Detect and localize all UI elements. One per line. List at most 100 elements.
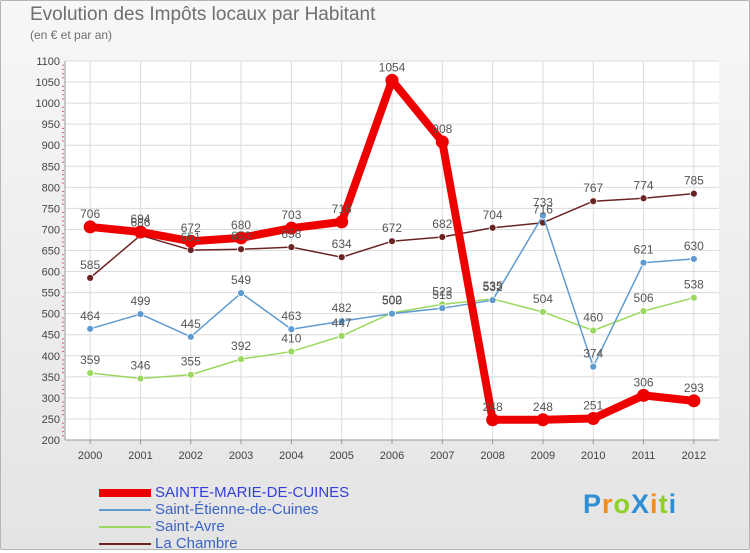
data-label: 482 <box>332 301 352 315</box>
data-label: 716 <box>533 203 553 217</box>
data-point <box>234 231 248 245</box>
legend-swatch <box>99 543 151 545</box>
data-point <box>586 412 600 426</box>
data-point <box>136 374 145 383</box>
data-label: 767 <box>583 181 603 195</box>
x-tick-label: 2008 <box>480 450 504 462</box>
data-label: 346 <box>130 359 150 373</box>
x-tick-label: 2001 <box>128 450 152 462</box>
data-label: 694 <box>130 212 150 226</box>
data-point <box>687 394 701 408</box>
data-label: 463 <box>281 309 301 323</box>
data-label: 704 <box>483 208 503 222</box>
x-tick-label: 2007 <box>430 450 454 462</box>
legend-swatch <box>99 526 151 528</box>
logo-letter: X <box>631 489 651 519</box>
y-tick-label: 600 <box>42 267 60 279</box>
data-label: 248 <box>533 400 553 414</box>
data-label: 464 <box>80 309 100 323</box>
data-label: 718 <box>332 202 352 216</box>
data-point <box>86 324 95 333</box>
data-point <box>184 234 198 248</box>
data-point <box>86 273 95 282</box>
data-label: 293 <box>684 381 704 395</box>
data-label: 908 <box>432 122 452 136</box>
data-label: 499 <box>130 294 150 308</box>
y-tick-label: 900 <box>42 140 60 152</box>
y-tick-label: 500 <box>42 309 60 321</box>
data-label: 504 <box>533 292 553 306</box>
y-tick-label: 750 <box>42 203 60 215</box>
x-tick-label: 2012 <box>682 450 706 462</box>
y-tick-label: 800 <box>42 182 60 194</box>
data-label: 248 <box>483 400 503 414</box>
data-point <box>639 194 648 203</box>
y-tick-label: 550 <box>42 288 60 300</box>
data-label: 706 <box>80 207 100 221</box>
y-tick-label: 850 <box>42 161 60 173</box>
data-label: 502 <box>382 293 402 307</box>
x-tick-label: 2006 <box>380 450 404 462</box>
logo-letter: i <box>650 489 659 519</box>
data-label: 682 <box>432 217 452 231</box>
data-label: 658 <box>281 227 301 241</box>
x-tick-label: 2003 <box>229 450 253 462</box>
data-point <box>385 73 399 87</box>
x-tick-label: 2010 <box>581 450 605 462</box>
data-point <box>539 308 547 316</box>
logo-letter: o <box>613 489 632 519</box>
data-label: 549 <box>231 273 251 287</box>
x-tick-label: 2000 <box>78 450 102 462</box>
y-tick-label: 1100 <box>36 56 60 68</box>
data-point <box>438 233 447 241</box>
y-tick-label: 700 <box>42 224 60 236</box>
data-point <box>237 245 245 254</box>
data-label: 653 <box>231 229 251 243</box>
data-label: 634 <box>332 237 352 251</box>
data-point <box>136 310 145 318</box>
y-tick-label: 650 <box>42 246 60 258</box>
data-point <box>637 388 651 402</box>
data-point <box>536 413 550 427</box>
data-label: 355 <box>181 355 201 369</box>
chart-title: Evolution des Impôts locaux par Habitant <box>30 4 376 25</box>
y-tick-label: 250 <box>42 414 60 426</box>
data-point <box>589 197 598 206</box>
y-tick-label: 350 <box>42 372 60 384</box>
logo-letter: r <box>602 489 614 519</box>
data-point <box>237 355 245 364</box>
chart-subtitle: (en € et par an) <box>30 28 113 42</box>
legend-label: SAINTE-MARIE-DE-CUINES <box>155 484 350 501</box>
data-label: 392 <box>231 339 251 353</box>
x-tick-label: 2009 <box>531 450 555 462</box>
data-label: 513 <box>432 288 452 302</box>
data-point <box>237 289 245 297</box>
data-label: 306 <box>634 375 654 389</box>
data-label: 785 <box>684 174 704 188</box>
data-label: 651 <box>181 230 201 244</box>
legend-label: Saint-Étienne-de-Cuines <box>155 501 319 518</box>
data-point <box>689 293 698 302</box>
data-point <box>689 255 698 263</box>
data-label: 672 <box>181 221 201 235</box>
legend-swatch <box>99 509 151 511</box>
data-point <box>186 332 195 341</box>
y-tick-label: 300 <box>42 393 60 405</box>
data-point <box>284 221 298 235</box>
data-point <box>589 326 598 335</box>
data-label: 774 <box>634 178 654 192</box>
data-label: 621 <box>634 243 654 257</box>
data-point <box>438 304 447 313</box>
y-tick-label: 1000 <box>36 98 60 110</box>
data-label: 585 <box>80 258 100 272</box>
legend-label: La Chambre <box>155 535 238 552</box>
data-point <box>337 332 346 340</box>
data-label: 630 <box>684 239 704 253</box>
y-tick-label: 450 <box>42 330 60 342</box>
data-label: 410 <box>281 332 301 346</box>
data-point <box>488 223 497 232</box>
data-label: 703 <box>281 208 301 222</box>
data-point <box>388 237 396 246</box>
y-tick-label: 200 <box>42 435 60 447</box>
